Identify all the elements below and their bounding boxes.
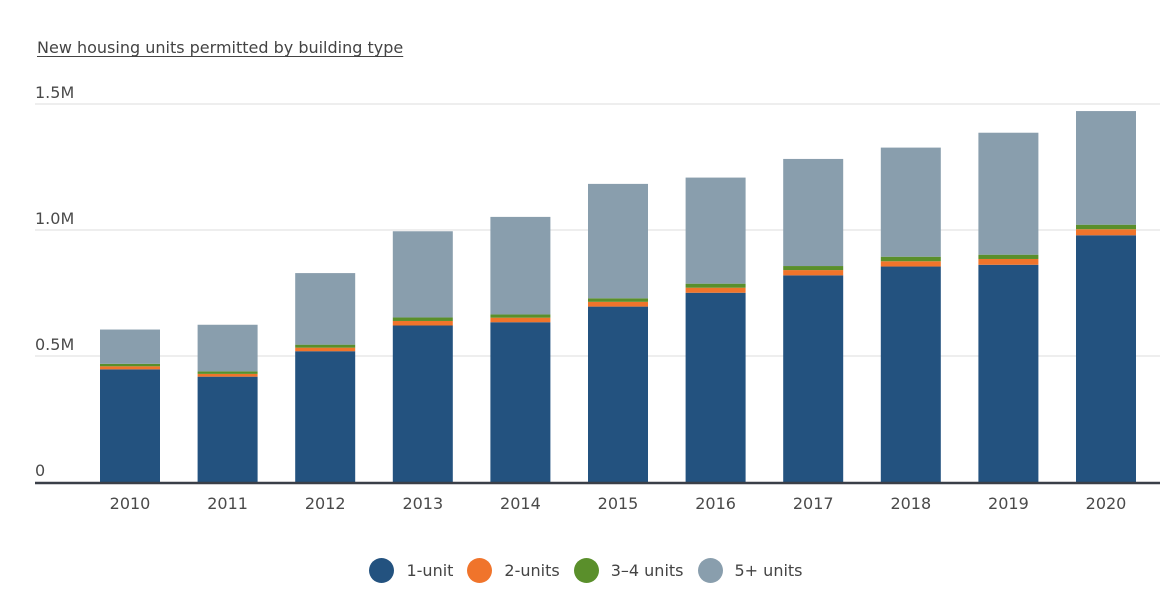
x-tick-label: 2012 (305, 494, 346, 513)
bar-segment-2-units[interactable] (880, 261, 941, 267)
bar-segment-1-unit[interactable] (295, 351, 356, 482)
bar-segment-5-units[interactable] (100, 329, 160, 364)
bar-group-2012[interactable] (295, 273, 356, 482)
bar-group-2017[interactable] (783, 158, 844, 482)
bar-segment-5-units[interactable] (197, 324, 258, 372)
bar-segment-3-4-units[interactable] (978, 254, 1039, 259)
bar-segment-2-units[interactable] (1076, 229, 1136, 236)
x-tick-label: 2016 (695, 494, 736, 513)
bar-segment-1-unit[interactable] (685, 292, 746, 482)
legend: 1-unit 2-units 3–4 units 5+ units (0, 558, 1172, 583)
y-tick-label: 0 (35, 461, 45, 480)
legend-swatch (467, 558, 493, 583)
bar-group-2020[interactable] (1076, 111, 1136, 482)
bar-segment-2-units[interactable] (295, 347, 356, 352)
bar-group-2016[interactable] (685, 177, 746, 482)
bar-segment-5-units[interactable] (880, 147, 941, 257)
x-tick-label: 2017 (793, 494, 834, 513)
x-axis: 2010 2011 2012 2013 2014 2015 2016 2017 2018 2019… (35, 481, 1160, 513)
bar-segment-1-unit[interactable] (100, 369, 160, 482)
x-tick-label: 2014 (500, 494, 541, 513)
bar-segment-2-units[interactable] (100, 366, 160, 370)
legend-item-2-units[interactable]: 2-units (467, 558, 560, 583)
bar-segment-1-unit[interactable] (490, 322, 551, 482)
bar-segment-2-units[interactable] (490, 317, 551, 323)
x-tick-label: 2015 (598, 494, 639, 513)
bar-segment-2-units[interactable] (685, 287, 746, 293)
bar-segment-1-unit[interactable] (588, 306, 648, 482)
bar-segment-2-units[interactable] (197, 373, 258, 377)
bar-segment-5-units[interactable] (978, 132, 1039, 255)
bar-segment-5-units[interactable] (1076, 111, 1136, 225)
legend-item-3-4-units[interactable]: 3–4 units (573, 558, 684, 583)
bar-segment-5-units[interactable] (490, 216, 551, 315)
bar-segment-1-unit[interactable] (392, 325, 453, 482)
bar-segment-2-units[interactable] (392, 320, 453, 326)
bar-segment-1-unit[interactable] (1076, 235, 1136, 482)
bar-group-2014[interactable] (490, 216, 551, 482)
y-tick-label: 1.5M (35, 83, 74, 102)
legend-label: 2-units (504, 561, 560, 580)
bar-group-2013[interactable] (392, 231, 453, 482)
bar-group-2011[interactable] (197, 324, 258, 482)
bar-segment-5-units[interactable] (685, 177, 746, 284)
x-tick-label: 2020 (1086, 494, 1127, 513)
bar-segment-3-4-units[interactable] (392, 317, 453, 321)
bar-group-2019[interactable] (978, 132, 1039, 482)
bar-segment-3-4-units[interactable] (490, 314, 551, 318)
bar-segment-5-units[interactable] (783, 158, 844, 267)
legend-label: 5+ units (734, 561, 803, 580)
legend-item-1-unit[interactable]: 1-unit (369, 558, 453, 583)
legend-label: 3–4 units (610, 561, 684, 580)
bar-segment-1-unit[interactable] (197, 376, 258, 482)
bar-segment-1-unit[interactable] (978, 264, 1039, 482)
x-tick-label: 2019 (988, 494, 1029, 513)
bars (100, 111, 1136, 482)
bar-segment-5-units[interactable] (588, 183, 648, 299)
bar-segment-5-units[interactable] (392, 231, 453, 318)
x-tick-label: 2010 (110, 494, 151, 513)
bar-group-2010[interactable] (100, 329, 160, 482)
bar-group-2015[interactable] (588, 183, 648, 482)
bar-segment-3-4-units[interactable] (783, 266, 844, 271)
legend-swatch (369, 558, 395, 583)
bar-segment-2-units[interactable] (783, 270, 844, 276)
x-tick-label: 2018 (890, 494, 931, 513)
bar-segment-1-unit[interactable] (783, 275, 844, 482)
bar-segment-2-units[interactable] (978, 258, 1039, 265)
y-tick-label: 0.5M (35, 335, 74, 354)
chart-title[interactable]: New housing units permitted by building … (37, 38, 404, 57)
legend-item-5-units[interactable]: 5+ units (697, 558, 803, 583)
y-tick-label: 1.0M (35, 209, 74, 228)
bar-segment-3-4-units[interactable] (880, 256, 941, 262)
bar-segment-3-4-units[interactable] (588, 298, 648, 302)
bar-segment-2-units[interactable] (588, 301, 648, 307)
x-tick-label: 2013 (402, 494, 443, 513)
bar-segment-1-unit[interactable] (880, 266, 941, 482)
bar-segment-3-4-units[interactable] (100, 363, 160, 367)
legend-swatch (573, 558, 599, 583)
x-tick-label: 2011 (207, 494, 248, 513)
legend-swatch (697, 558, 723, 583)
bar-group-2018[interactable] (880, 147, 941, 482)
bar-segment-5-units[interactable] (295, 273, 356, 345)
bar-segment-3-4-units[interactable] (197, 371, 258, 374)
bar-segment-3-4-units[interactable] (295, 344, 356, 348)
bar-segment-3-4-units[interactable] (685, 283, 746, 288)
bar-segment-3-4-units[interactable] (1076, 224, 1136, 230)
legend-label: 1-unit (406, 561, 454, 580)
